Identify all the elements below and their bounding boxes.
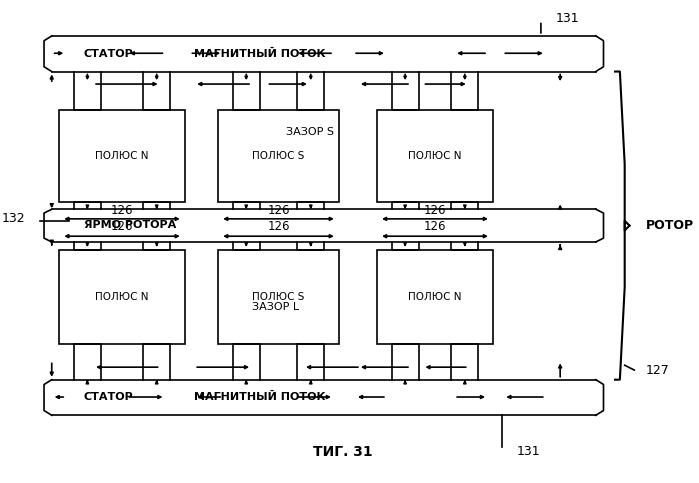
Text: 131: 131 — [555, 12, 579, 25]
Text: 132: 132 — [2, 213, 26, 226]
Text: МАГНИТНЫЙ ПОТОК: МАГНИТНЫЙ ПОТОК — [194, 392, 326, 402]
Text: 126: 126 — [110, 204, 134, 217]
Text: ПОЛЮС N: ПОЛЮС N — [95, 151, 149, 161]
Bar — [59, 110, 185, 201]
Text: 131: 131 — [517, 445, 540, 458]
Bar — [218, 110, 339, 201]
Bar — [377, 250, 493, 344]
Bar — [377, 110, 493, 201]
Text: ПОЛЮС S: ПОЛЮС S — [252, 151, 305, 161]
Text: 126: 126 — [267, 220, 290, 233]
Text: 126: 126 — [267, 204, 290, 217]
Text: СТАТОР: СТАТОР — [83, 49, 134, 59]
Text: МАГНИТНЫЙ ПОТОК: МАГНИТНЫЙ ПОТОК — [194, 49, 326, 59]
Bar — [59, 250, 185, 344]
Text: ЗАЗОР S: ЗАЗОР S — [286, 127, 333, 137]
Text: ПОЛЮС N: ПОЛЮС N — [408, 292, 462, 302]
Text: 126: 126 — [424, 220, 446, 233]
Text: РОТОР: РОТОР — [646, 219, 694, 232]
Bar — [218, 250, 339, 344]
Text: 126: 126 — [110, 220, 134, 233]
Text: 127: 127 — [646, 364, 670, 377]
Text: 126: 126 — [424, 204, 446, 217]
Text: ЗАЗОР L: ЗАЗОР L — [252, 302, 299, 313]
Text: ПОЛЮС N: ПОЛЮС N — [95, 292, 149, 302]
Text: ПОЛЮС S: ПОЛЮС S — [252, 292, 305, 302]
Text: ПОЛЮС N: ПОЛЮС N — [408, 151, 462, 161]
Text: ΤИГ. 31: ΤИГ. 31 — [312, 445, 373, 459]
Text: СТАТОР: СТАТОР — [83, 392, 134, 402]
Text: ЯРМО РОТОРА: ЯРМО РОТОРА — [83, 220, 175, 229]
